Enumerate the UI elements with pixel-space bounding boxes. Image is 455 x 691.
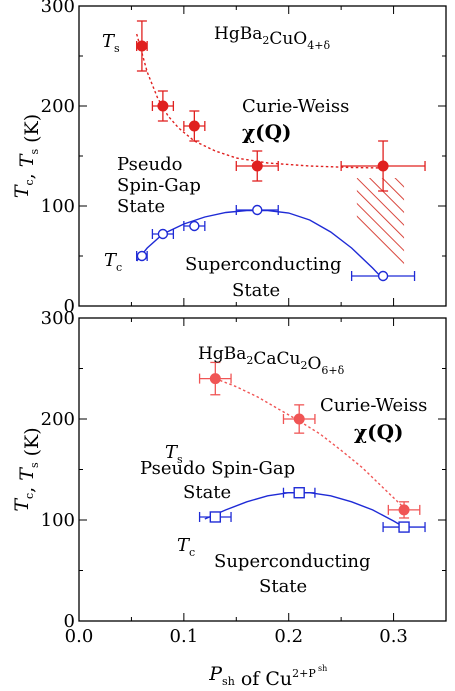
ts-label: Ts — [165, 442, 183, 466]
point-Ts — [157, 100, 169, 112]
pseudo-spin-gap-label: State — [183, 482, 231, 503]
point-Ts — [398, 504, 410, 516]
x-axis-title: Psh of Cu2+P — [208, 663, 316, 690]
compound-formula: HgBa2CuO4+δ — [214, 24, 330, 52]
fit-line-Ts — [215, 377, 405, 509]
point-Tc — [377, 270, 389, 282]
point-Ts — [293, 413, 305, 425]
curie-weiss-label: Curie-Weiss — [320, 395, 427, 416]
fit-line-Tc — [204, 492, 410, 531]
pseudo-spin-gap-label: Pseudo — [117, 154, 182, 175]
x-tick-label: 0.2 — [274, 626, 303, 647]
point-Ts — [209, 373, 221, 385]
pseudo-spin-gap-label: Pseudo Spin-Gap — [140, 458, 295, 479]
panel-bottom: 0 100 200 300 0.0 0.1 0.2 0.3 Tc, Ts (K) Psh of C… — [11, 308, 447, 690]
point-Tc — [189, 220, 200, 232]
point-Tc — [293, 487, 305, 499]
y-axis-title: Tc, Ts (K) — [11, 427, 43, 511]
hatched-region — [356, 178, 405, 274]
chi-q-label: χ(Q) — [354, 420, 404, 444]
point-Tc — [209, 511, 222, 523]
tc-label: Tc — [177, 535, 195, 559]
y-tick-label: 200 — [41, 96, 75, 117]
pseudo-spin-gap-label: Spin-Gap — [117, 175, 201, 196]
fit-line-Ts — [136, 33, 384, 169]
point-Tc — [398, 521, 410, 533]
y-tick-label: 300 — [41, 0, 75, 17]
x-tick-label: 0.1 — [170, 626, 199, 647]
y-tick-label: 100 — [41, 510, 75, 531]
y-tick-label: 0 — [64, 296, 75, 317]
x-tick-label: 0.0 — [65, 626, 94, 647]
point-Tc — [252, 204, 263, 216]
point-Ts — [136, 40, 148, 52]
y-tick-label: 200 — [41, 409, 75, 430]
x-axis-title-supsub: sh — [318, 664, 327, 673]
point-Tc — [136, 250, 148, 262]
superconducting-label: Superconducting — [214, 551, 371, 572]
superconducting-label: State — [259, 576, 307, 597]
y-tick-label: 0 — [64, 611, 75, 632]
panel-top: 0 100 200 300 Tc, Ts (K) HgBa2CuO4+δ Ts Tc Curie… — [11, 0, 447, 317]
curie-weiss-label: Curie-Weiss — [242, 96, 349, 117]
point-Ts — [251, 160, 263, 172]
pseudo-spin-gap-label: State — [117, 196, 165, 217]
x-tick-label: 0.3 — [379, 626, 408, 647]
ts-label: Ts — [102, 31, 120, 55]
chi-q-label: χ(Q) — [242, 120, 292, 144]
y-axis-title: Tc, Ts (K) — [11, 114, 43, 198]
point-Ts — [377, 160, 389, 172]
point-Ts — [188, 120, 200, 132]
compound-formula: HgBa2CaCu2O6+δ — [198, 344, 345, 377]
y-tick-label: 300 — [41, 308, 75, 329]
superconducting-label: Superconducting — [185, 254, 342, 275]
y-tick-label: 100 — [41, 196, 75, 217]
tc-label: Tc — [104, 250, 122, 274]
superconducting-label: State — [232, 280, 280, 301]
point-Tc — [157, 228, 169, 240]
